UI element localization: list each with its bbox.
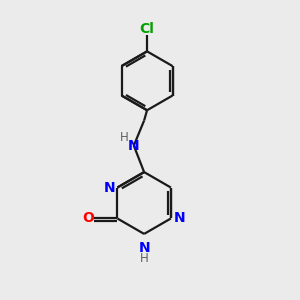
Text: N: N	[138, 241, 150, 255]
Text: H: H	[120, 131, 129, 144]
Text: H: H	[140, 252, 148, 265]
Text: N: N	[173, 212, 185, 226]
Text: Cl: Cl	[140, 22, 154, 36]
Text: O: O	[82, 212, 94, 226]
Text: N: N	[103, 181, 115, 194]
Text: N: N	[128, 139, 140, 153]
